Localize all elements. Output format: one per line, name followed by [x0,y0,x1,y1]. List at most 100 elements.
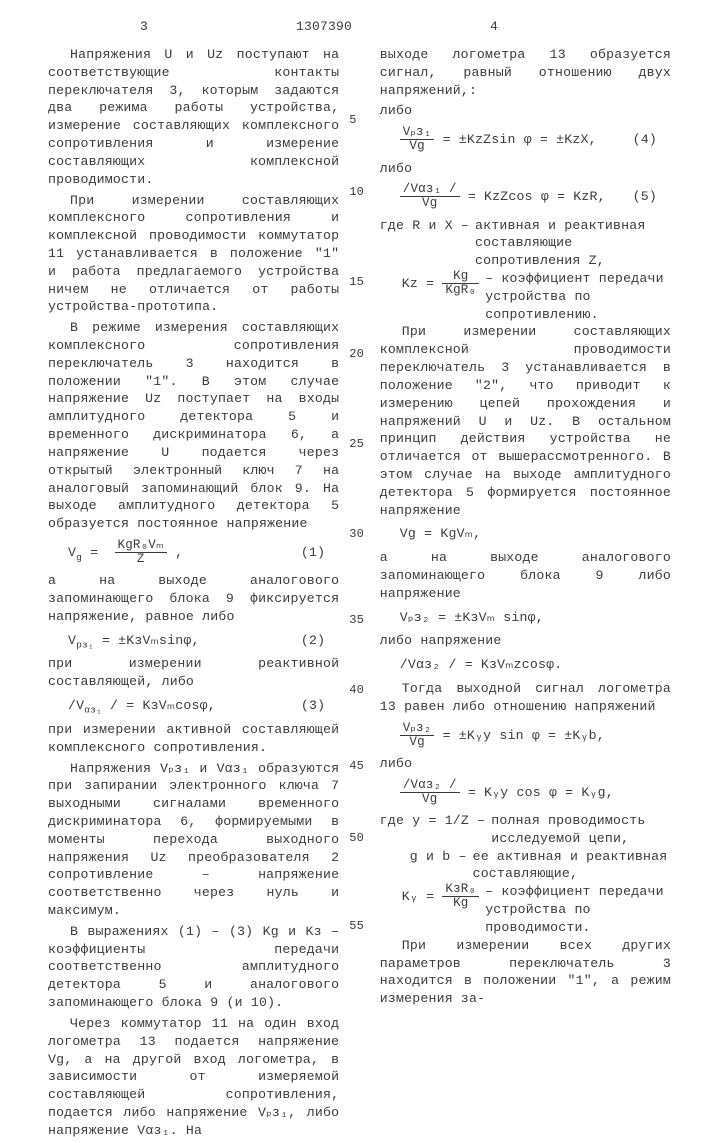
t: Vg [400,140,435,153]
t: = ±Kᵧy sin φ = ±Kᵧb, [434,728,604,743]
equation-7: Vₚз₂ = ±KзVₘ sinφ, [400,609,671,627]
t: где R и X – [380,217,475,270]
where-line: где R и X – активная и реактивная состав… [380,217,671,270]
page: 3 1307390 4 Напряжения U и Uᴢ поступают … [0,0,707,1000]
t: g [76,552,82,563]
t: – коэффициент передачи устройства по про… [485,883,671,936]
fraction: KgR₀Vₘ Z [115,539,168,566]
para: Через коммутатор 11 на один вход логомет… [48,1015,339,1140]
t: Z [115,553,168,566]
eq-text: Vₚз₁ Vg = ±KᴢZsin φ = ±KᴢX, [400,126,597,153]
page-col-left: 3 [140,18,148,36]
eq-number: (2) [301,632,339,650]
eq-number: (3) [301,697,339,715]
patent-number: 1307390 [296,18,352,36]
fraction: Kg KgR₀ [442,270,479,297]
para: При измерении всех других параметров пер… [380,937,671,1008]
eq-text: Vg = KgR₀Vₘ Z , [68,539,183,566]
eq-text: Vₚз₂ Vg = ±Kᵧy sin φ = ±Kᵧb, [400,722,605,749]
lineno: 20 [349,346,364,362]
lineno: 40 [349,682,364,698]
t: KgR₀Vₘ [115,539,168,553]
equation-6: Vg = KgVₘ, [400,525,671,543]
fraction: Vₚз₂ Vg [400,722,435,749]
t: = ±KᴢZsin φ = ±KᴢX, [434,132,596,147]
t: активная и реактивная составляющие сопро… [475,217,671,270]
t: = Kᵧy cos φ = Kᵧg, [460,785,614,800]
para: При измерении составляющих комплексной п… [380,323,671,519]
equation-10: /Vαз₂ / Vg = Kᵧy cos φ = Kᵧg, [400,779,671,806]
lineno: 50 [349,830,364,846]
t: – коэффициент передачи устройства по соп… [485,270,671,323]
eq-text: /Vαз₂ / = KзVₘᴢcosφ. [400,656,563,674]
line-number-gutter: 5 10 15 20 25 30 35 40 45 50 55 [349,46,370,1143]
equation-1: Vg = KgR₀Vₘ Z , (1) [68,539,339,566]
para: Тогда выходной сигнал логометра 13 равен… [380,680,671,716]
lineno: 45 [349,758,364,774]
t: V [68,633,76,648]
t: полная проводимость исследуемой цепи, [491,812,671,848]
fraction: Vₚз₁ Vg [400,126,435,153]
lineno: 35 [349,612,364,628]
fraction: /Vαз₂ / Vg [400,779,460,806]
eq-text: Vg = KgVₘ, [400,525,481,543]
eq-text: Vpз₁ = ±KзVₘsinφ, [68,632,200,650]
t: Vₚз₁ [400,126,435,140]
equation-3: /Vαз₁ / = KзVₘcosφ, (3) [68,697,339,715]
t: = KᴢZcos φ = KᴢR, [460,189,606,204]
eq-text: /Vαз₂ / Vg = Kᵧy cos φ = Kᵧg, [400,779,614,806]
eq-number: (5) [633,188,671,206]
para: При измерении составляющих комплексного … [48,192,339,317]
t: V [68,545,76,560]
t: KзR₀ [442,883,479,897]
lineno: 30 [349,526,364,542]
para: Напряжения Vₚз₁ и Vαз₁ образуются при за… [48,760,339,920]
equation-2: Vpз₁ = ±KзVₘsinφ, (2) [68,632,339,650]
t: /Vαз₂ / [400,779,460,793]
t: / = KзVₘcosφ, [102,698,216,713]
t: g и b – [410,848,473,884]
equation-8: /Vαз₂ / = KзVₘᴢcosφ. [400,656,671,674]
para: В режиме измерения составляющих комплекс… [48,319,339,533]
t: Vg [400,793,460,806]
lineno: 25 [349,436,364,452]
left-column: Напряжения U и Uᴢ поступают на соответст… [48,46,339,1143]
right-column: выходе логометра 13 образуется сигнал, р… [380,46,671,1143]
where-line: где y = 1/Z – полная проводимость исслед… [380,812,671,848]
t: /V [68,698,84,713]
para: либо [380,755,671,773]
t: /Vαз₁ / [400,183,460,197]
para: выходе логометра 13 образуется сигнал, р… [380,46,671,99]
t: Kg [442,897,479,910]
t: Vₚз₂ [400,722,435,736]
page-col-right: 4 [490,18,498,36]
lineno: 55 [349,918,364,934]
eq-number: (1) [301,544,339,562]
t: Kᴢ = [402,276,434,291]
lineno: 5 [349,112,356,128]
t: αз₁ [84,705,102,716]
t: pз₁ [76,639,94,650]
para: В выражениях (1) – (3) Kg и Kз – коэффиц… [48,923,339,1012]
where-line: Kᴢ = Kg KgR₀ – коэффициент передачи устр… [402,270,671,323]
t: KgR₀ [442,284,479,297]
para: при измерении активной составляющей комп… [48,721,339,757]
para: Напряжения U и Uᴢ поступают на соответст… [48,46,339,189]
t: Kᵧ = KзR₀ Kg [402,883,485,936]
where-line: Kᵧ = KзR₀ Kg – коэффициент передачи устр… [402,883,671,936]
fraction: KзR₀ Kg [442,883,479,910]
lineno: 10 [349,184,364,200]
equation-5: /Vαз₁ / Vg = KᴢZcos φ = KᴢR, (5) [400,183,671,210]
para: при измерении реактивной составляющей, л… [48,655,339,691]
t: , [175,545,183,560]
eq-text: /Vαз₁ / Vg = KᴢZcos φ = KᴢR, [400,183,606,210]
columns: Напряжения U и Uᴢ поступают на соответст… [48,46,671,1143]
equation-4: Vₚз₁ Vg = ±KᴢZsin φ = ±KᴢX, (4) [400,126,671,153]
t: Vg [400,197,460,210]
fraction: /Vαз₁ / Vg [400,183,460,210]
t: = ±KзVₘsinφ, [94,633,200,648]
t: где y = 1/Z – [380,812,491,848]
t: Kᴢ = Kg KgR₀ [402,270,485,323]
lineno: 15 [349,274,364,290]
t: Kᵧ = [402,889,434,904]
